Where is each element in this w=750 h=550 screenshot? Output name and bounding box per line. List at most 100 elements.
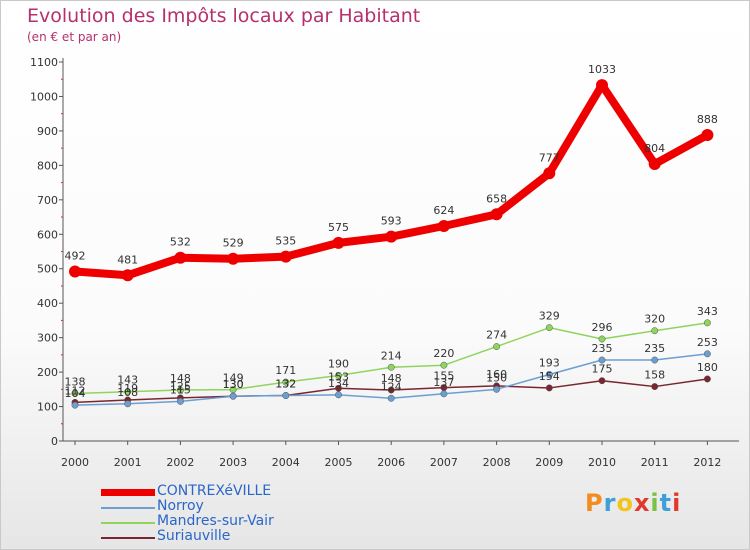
y-tick-label: 300 — [37, 332, 58, 345]
data-label: 158 — [644, 369, 665, 382]
data-point — [71, 390, 79, 397]
data-label: 115 — [170, 383, 191, 396]
logo-letter: t — [659, 489, 673, 517]
data-point — [490, 208, 503, 221]
data-label: 253 — [697, 336, 718, 349]
data-point — [598, 377, 606, 385]
data-label: 175 — [592, 363, 613, 376]
data-point — [493, 385, 501, 393]
data-point — [493, 343, 501, 351]
data-point — [545, 324, 553, 332]
data-label: 193 — [539, 357, 560, 370]
x-tick-label: 2010 — [588, 456, 616, 469]
data-point — [598, 335, 606, 343]
y-tick-label: 800 — [37, 159, 58, 172]
data-point — [437, 220, 450, 233]
data-label: 104 — [65, 387, 86, 400]
legend-label: Norroy — [157, 498, 204, 514]
x-tick-label: 2005 — [325, 456, 353, 469]
data-label: 155 — [433, 370, 454, 383]
y-tick-label: 700 — [37, 194, 58, 207]
x-tick-label: 2012 — [693, 456, 721, 469]
data-label: 125 — [170, 380, 191, 393]
logo-letter: i — [672, 489, 682, 517]
data-label: 593 — [381, 215, 402, 228]
data-point — [596, 79, 608, 92]
data-label: 124 — [381, 380, 402, 393]
data-point — [176, 386, 184, 394]
data-label: 153 — [328, 370, 349, 383]
data-label: 220 — [433, 347, 454, 360]
data-label: 804 — [644, 142, 665, 155]
x-tick-label: 2000 — [61, 456, 89, 469]
data-label: 154 — [539, 370, 560, 383]
data-label: 148 — [381, 372, 402, 385]
data-point — [703, 350, 711, 358]
data-label: 492 — [65, 249, 86, 262]
data-point — [174, 251, 187, 264]
legend-swatch — [101, 537, 155, 539]
logo-letter: i — [650, 489, 660, 517]
data-point — [545, 371, 553, 378]
data-label: 108 — [117, 386, 138, 399]
data-point — [701, 129, 714, 142]
legend-label: Mandres-sur-Vair — [157, 513, 274, 529]
data-label: 575 — [328, 221, 349, 234]
line-chart: 0 100 200 300 400 500 600 700 800 900 1000 1100 2000… — [30, 56, 739, 469]
data-label: 149 — [223, 372, 244, 385]
data-label: 148 — [170, 372, 191, 385]
data-point — [385, 230, 398, 243]
y-tick-label: 500 — [37, 263, 58, 276]
data-point — [387, 363, 395, 371]
data-point — [124, 388, 132, 396]
legend-swatch — [101, 507, 155, 509]
data-point — [598, 356, 606, 364]
data-label: 160 — [486, 368, 507, 381]
y-tick-label: 400 — [37, 297, 58, 310]
x-tick-label: 2006 — [377, 456, 405, 469]
logo-letter: P — [585, 489, 604, 517]
data-label: 143 — [117, 374, 138, 387]
data-point — [121, 269, 134, 282]
data-point — [71, 401, 79, 409]
data-label: 112 — [65, 384, 86, 397]
logo-letter: o — [616, 489, 634, 517]
data-label: 320 — [644, 313, 665, 326]
data-point — [543, 167, 556, 180]
x-tick-label: 2011 — [641, 456, 669, 469]
y-tick-label: 0 — [51, 435, 58, 448]
data-point — [387, 386, 395, 394]
y-tick-label: 1000 — [30, 90, 58, 103]
data-label: 329 — [539, 310, 560, 323]
data-label: 235 — [644, 342, 665, 355]
data-label: 658 — [486, 192, 507, 205]
data-label: 274 — [486, 329, 507, 342]
data-label: 132 — [275, 378, 296, 391]
x-tick-label: 2004 — [272, 456, 300, 469]
data-point — [227, 252, 240, 265]
data-label: 119 — [117, 382, 138, 395]
data-point — [651, 383, 659, 391]
data-label: 171 — [275, 364, 296, 377]
logo-letter: r — [603, 489, 617, 517]
y-tick-label: 1100 — [30, 56, 58, 69]
data-label: 130 — [223, 378, 244, 391]
data-label: 214 — [381, 349, 402, 362]
data-label: 138 — [65, 375, 86, 388]
data-point — [176, 397, 184, 405]
data-label: 235 — [592, 342, 613, 355]
data-point — [387, 394, 395, 402]
legend-label: CONTREXéVILLE — [157, 483, 272, 499]
data-label: 137 — [433, 376, 454, 389]
y-tick-label: 900 — [37, 125, 58, 138]
data-label: 535 — [275, 235, 296, 248]
legend-swatch — [101, 489, 155, 496]
logo-letter: x — [633, 489, 651, 517]
data-point — [703, 319, 711, 327]
x-tick-label: 2002 — [166, 456, 194, 469]
data-label: 624 — [433, 204, 454, 217]
y-tick-label: 100 — [37, 401, 58, 414]
legend-label: Suriauville — [157, 528, 231, 544]
data-point — [335, 391, 342, 399]
